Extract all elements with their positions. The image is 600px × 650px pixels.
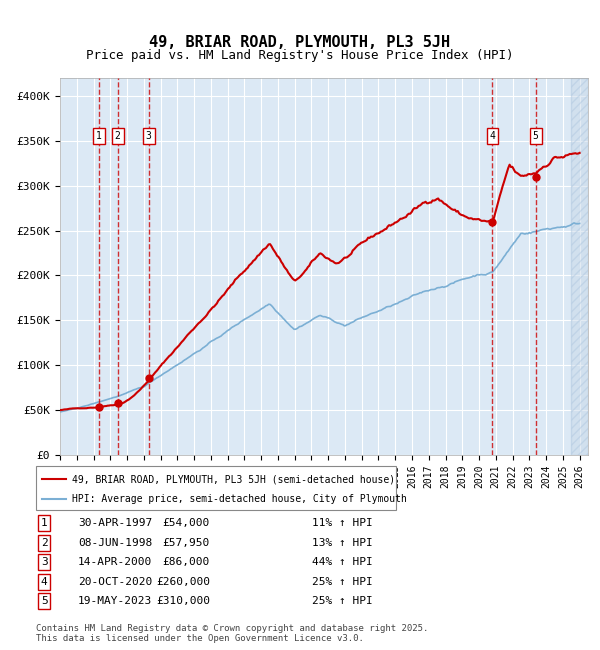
- Bar: [571, 78, 588, 455]
- Text: 3: 3: [41, 557, 47, 567]
- Text: 2: 2: [115, 131, 121, 141]
- Text: 5: 5: [533, 131, 539, 141]
- Text: 1: 1: [96, 131, 102, 141]
- Text: 11% ↑ HPI: 11% ↑ HPI: [312, 518, 373, 528]
- Text: 44% ↑ HPI: 44% ↑ HPI: [312, 557, 373, 567]
- Text: 49, BRIAR ROAD, PLYMOUTH, PL3 5JH: 49, BRIAR ROAD, PLYMOUTH, PL3 5JH: [149, 34, 451, 50]
- Text: 19-MAY-2023: 19-MAY-2023: [78, 596, 152, 606]
- Text: 25% ↑ HPI: 25% ↑ HPI: [312, 577, 373, 587]
- Text: 4: 4: [490, 131, 496, 141]
- Text: 3: 3: [146, 131, 152, 141]
- Text: 14-APR-2000: 14-APR-2000: [78, 557, 152, 567]
- Text: 1: 1: [41, 518, 47, 528]
- Text: 49, BRIAR ROAD, PLYMOUTH, PL3 5JH (semi-detached house): 49, BRIAR ROAD, PLYMOUTH, PL3 5JH (semi-…: [72, 474, 395, 484]
- Text: 5: 5: [41, 596, 47, 606]
- Text: Contains HM Land Registry data © Crown copyright and database right 2025.
This d: Contains HM Land Registry data © Crown c…: [36, 624, 428, 644]
- Text: Price paid vs. HM Land Registry's House Price Index (HPI): Price paid vs. HM Land Registry's House …: [86, 49, 514, 62]
- Text: 2: 2: [41, 538, 47, 548]
- Text: £54,000: £54,000: [163, 518, 210, 528]
- Text: £57,950: £57,950: [163, 538, 210, 548]
- Text: 4: 4: [41, 577, 47, 587]
- Text: £86,000: £86,000: [163, 557, 210, 567]
- Text: 08-JUN-1998: 08-JUN-1998: [78, 538, 152, 548]
- Text: 25% ↑ HPI: 25% ↑ HPI: [312, 596, 373, 606]
- Text: HPI: Average price, semi-detached house, City of Plymouth: HPI: Average price, semi-detached house,…: [72, 494, 407, 504]
- Text: £310,000: £310,000: [156, 596, 210, 606]
- Text: 30-APR-1997: 30-APR-1997: [78, 518, 152, 528]
- Text: 13% ↑ HPI: 13% ↑ HPI: [312, 538, 373, 548]
- Text: 20-OCT-2020: 20-OCT-2020: [78, 577, 152, 587]
- Text: £260,000: £260,000: [156, 577, 210, 587]
